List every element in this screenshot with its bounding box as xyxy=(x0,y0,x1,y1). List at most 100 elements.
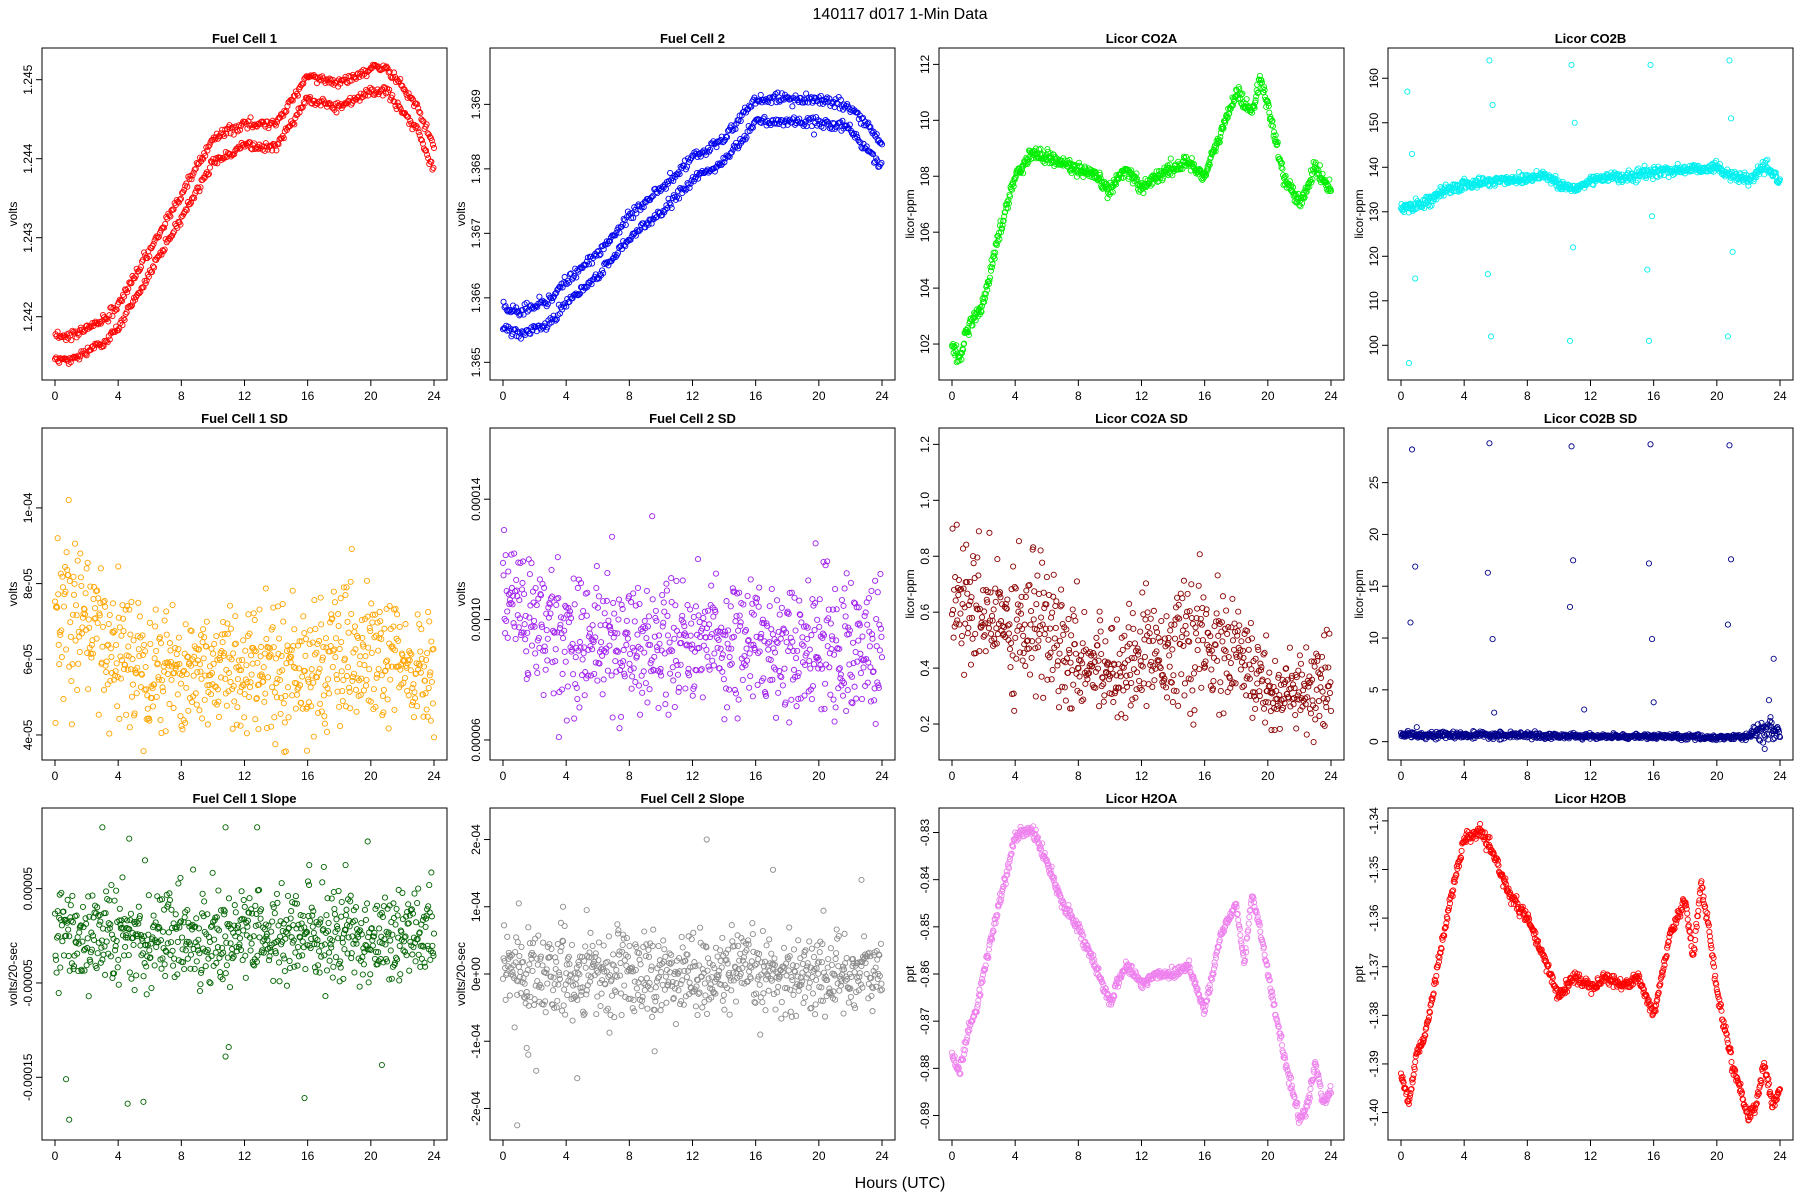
x-tick-label: 4 xyxy=(1461,389,1468,403)
panel-title: Fuel Cell 1 SD xyxy=(201,411,288,426)
data-point xyxy=(60,603,68,610)
data-point xyxy=(316,665,323,672)
data-point xyxy=(811,627,818,634)
data-point xyxy=(196,707,203,714)
data-point xyxy=(700,615,707,622)
data-point xyxy=(152,623,159,630)
data-point xyxy=(663,587,670,594)
data-point xyxy=(716,161,723,168)
data-point xyxy=(234,704,241,711)
data-point xyxy=(302,652,309,659)
y-tick-label: 1.242 xyxy=(21,301,35,331)
data-point xyxy=(827,620,834,627)
data-point-outlier xyxy=(1726,57,1733,64)
data-point xyxy=(561,273,568,281)
y-tick-label: 1.368 xyxy=(469,154,483,184)
data-points xyxy=(948,521,1335,746)
data-point xyxy=(670,677,677,684)
data-point xyxy=(336,703,343,710)
data-point xyxy=(389,92,396,99)
data-point xyxy=(955,591,962,599)
data-point xyxy=(186,175,193,182)
data-point xyxy=(1036,630,1043,638)
x-tick-label: 8 xyxy=(1075,389,1082,403)
data-point xyxy=(1178,671,1185,678)
data-point xyxy=(723,598,730,605)
x-tick-label: 16 xyxy=(749,389,763,403)
data-point xyxy=(352,75,360,82)
data-point xyxy=(1129,610,1136,617)
data-point xyxy=(317,594,324,601)
data-point xyxy=(168,676,175,683)
data-point xyxy=(106,730,113,737)
data-point xyxy=(125,643,132,650)
x-tick-label: 0 xyxy=(52,769,59,783)
y-tick-label: 1.366 xyxy=(469,282,483,312)
data-point xyxy=(183,671,190,678)
data-point-outlier xyxy=(1571,119,1578,126)
data-point xyxy=(1101,692,1108,699)
data-point xyxy=(794,647,801,654)
data-point xyxy=(1052,624,1059,631)
data-point-outlier xyxy=(1645,337,1652,344)
data-point xyxy=(109,600,117,607)
data-point xyxy=(183,207,190,214)
data-point xyxy=(381,625,388,632)
data-point xyxy=(1058,586,1065,593)
data-point xyxy=(1022,662,1029,669)
data-point xyxy=(124,289,131,296)
data-point xyxy=(307,627,314,634)
data-point xyxy=(691,648,698,655)
data-point xyxy=(1034,572,1041,579)
data-point xyxy=(121,316,128,324)
data-point xyxy=(534,669,541,677)
data-point xyxy=(777,635,784,642)
data-point xyxy=(132,296,139,303)
data-point xyxy=(272,741,279,748)
data-point xyxy=(504,327,511,334)
data-point xyxy=(975,528,982,535)
data-point xyxy=(573,274,580,281)
data-point xyxy=(173,650,180,658)
data-point xyxy=(1096,703,1103,710)
data-point xyxy=(299,673,306,680)
panel-title: Licor CO2A xyxy=(1106,31,1178,46)
data-point xyxy=(574,584,581,592)
data-point xyxy=(529,588,537,595)
data-point xyxy=(613,229,620,236)
data-point xyxy=(575,291,582,298)
data-point xyxy=(668,204,675,212)
data-point xyxy=(385,89,392,96)
data-point xyxy=(73,612,80,619)
data-point xyxy=(788,696,795,703)
data-point xyxy=(231,698,238,705)
x-tick-label: 24 xyxy=(1324,389,1338,403)
data-point xyxy=(522,636,529,643)
data-point xyxy=(351,623,358,630)
data-point xyxy=(281,107,288,114)
data-point-outlier xyxy=(1644,266,1651,273)
data-point xyxy=(744,593,751,600)
data-point xyxy=(358,616,365,624)
data-point xyxy=(205,170,212,178)
data-point xyxy=(413,100,420,107)
data-point xyxy=(337,723,344,730)
data-point xyxy=(321,720,328,727)
data-point xyxy=(611,610,618,617)
data-point xyxy=(1128,679,1135,687)
data-point xyxy=(768,626,775,633)
x-tick-label: 20 xyxy=(364,389,378,403)
data-point xyxy=(102,603,109,610)
data-point xyxy=(271,689,278,696)
data-point xyxy=(524,629,531,636)
data-point xyxy=(1167,155,1174,162)
data-point xyxy=(665,711,672,718)
data-point xyxy=(52,719,59,726)
data-point xyxy=(727,603,734,610)
data-point xyxy=(271,141,278,148)
y-tick-label: 102 xyxy=(918,334,932,354)
data-point xyxy=(742,627,750,634)
data-point xyxy=(300,613,307,620)
data-point xyxy=(248,671,255,678)
